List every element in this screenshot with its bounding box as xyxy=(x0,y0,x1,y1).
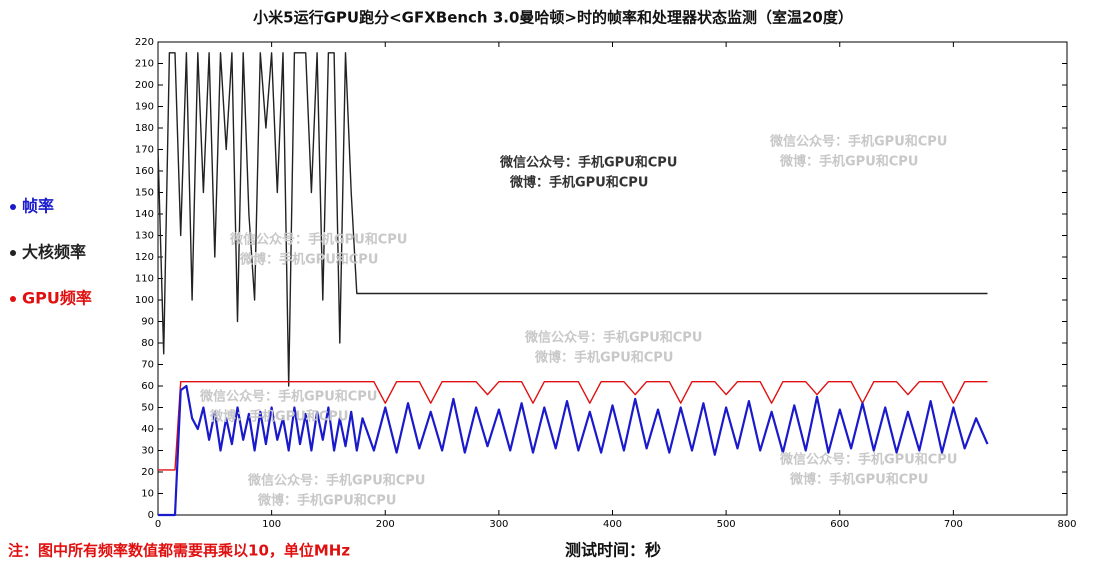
watermark: 微博：手机GPU和CPU xyxy=(257,493,396,509)
y-tick-label: 120 xyxy=(135,252,154,263)
y-tick-label: 80 xyxy=(141,338,154,349)
legend-marker xyxy=(10,204,16,210)
y-tick-label: 180 xyxy=(135,123,154,134)
watermark: 微博：手机GPU和CPU xyxy=(209,409,348,425)
x-tick-label: 300 xyxy=(489,519,508,530)
x-tick-label: 800 xyxy=(1057,519,1076,530)
y-tick-label: 70 xyxy=(141,360,154,371)
watermark: 微博：手机GPU和CPU xyxy=(239,252,378,268)
x-tick-label: 100 xyxy=(262,519,281,530)
y-tick-label: 140 xyxy=(135,209,154,220)
y-tick-label: 150 xyxy=(135,188,154,199)
y-tick-label: 130 xyxy=(135,231,154,242)
y-tick-label: 50 xyxy=(141,403,154,414)
legend-label: GPU频率 xyxy=(22,289,92,308)
watermark: 微信公众号：手机GPU和CPU xyxy=(499,155,677,171)
y-tick-label: 170 xyxy=(135,145,154,156)
y-tick-label: 10 xyxy=(141,489,154,500)
y-tick-label: 200 xyxy=(135,80,154,91)
y-tick-label: 20 xyxy=(141,467,154,478)
y-tick-label: 60 xyxy=(141,381,154,392)
watermark: 微博：手机GPU和CPU xyxy=(789,472,928,488)
y-tick-label: 110 xyxy=(135,274,154,285)
watermark: 微信公众号：手机GPU和CPU xyxy=(247,473,425,489)
x-tick-label: 500 xyxy=(717,519,736,530)
y-tick-label: 0 xyxy=(148,510,154,521)
y-tick-label: 210 xyxy=(135,59,154,70)
legend-label: 帧率 xyxy=(22,197,54,216)
watermark: 微信公众号：手机GPU和CPU xyxy=(199,389,377,405)
watermark: 微博：手机GPU和CPU xyxy=(509,175,648,191)
y-tick-label: 100 xyxy=(135,295,154,306)
watermark: 微信公众号：手机GPU和CPU xyxy=(524,330,702,346)
x-tick-label: 600 xyxy=(830,519,849,530)
y-tick-label: 40 xyxy=(141,424,154,435)
series-line xyxy=(157,52,988,387)
note: 注：图中所有频率数值都需要再乘以10，单位MHz xyxy=(8,542,350,560)
x-tick-label: 0 xyxy=(155,519,161,530)
x-tick-label: 400 xyxy=(603,519,622,530)
watermark: 微信公众号：手机GPU和CPU xyxy=(779,452,957,468)
chart-title: 小米5运行GPU跑分<GFXBench 3.0曼哈顿>时的帧率和处理器状态监测（… xyxy=(253,9,853,27)
legend-label: 大核频率 xyxy=(22,243,86,262)
y-tick-label: 190 xyxy=(135,102,154,113)
y-tick-label: 30 xyxy=(141,446,154,457)
legend-marker xyxy=(10,250,16,256)
x-tick-label: 200 xyxy=(376,519,395,530)
legend-marker xyxy=(10,296,16,302)
y-tick-label: 90 xyxy=(141,317,154,328)
watermark: 微信公众号：手机GPU和CPU xyxy=(769,134,947,150)
x-tick-label: 700 xyxy=(944,519,963,530)
series-line xyxy=(158,381,988,471)
plot-frame xyxy=(157,41,1068,516)
x-axis-label: 测试时间：秒 xyxy=(565,541,661,560)
series-line xyxy=(158,384,989,517)
watermark: 微博：手机GPU和CPU xyxy=(779,154,918,170)
watermark: 微信公众号：手机GPU和CPU xyxy=(229,232,407,248)
watermark: 微博：手机GPU和CPU xyxy=(534,350,673,366)
y-tick-label: 220 xyxy=(135,37,154,48)
y-tick-label: 160 xyxy=(135,166,154,177)
